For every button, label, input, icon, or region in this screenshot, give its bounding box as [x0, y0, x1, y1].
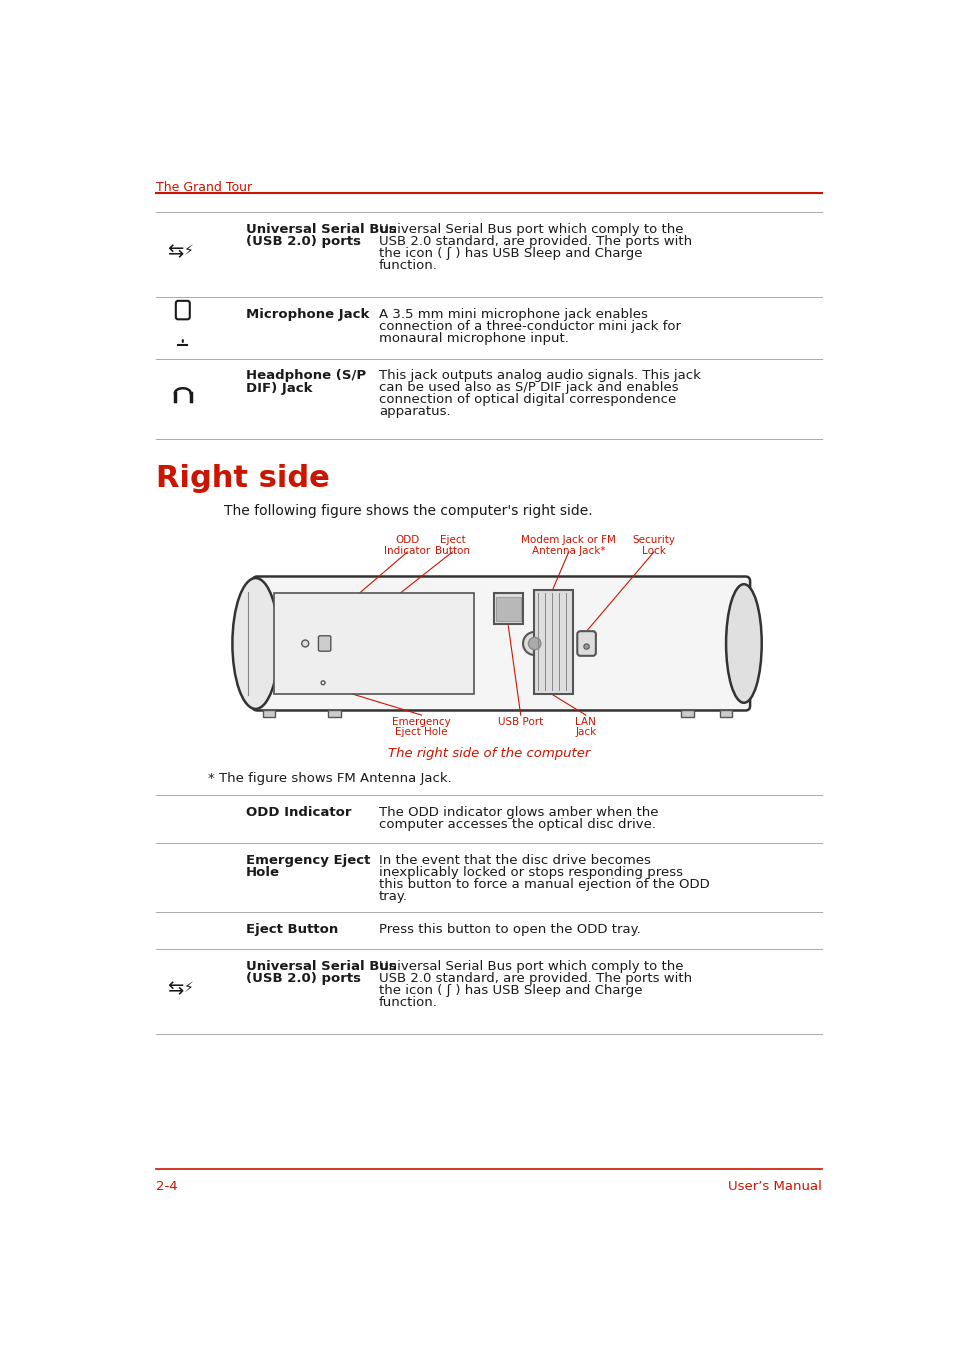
Text: DIF) Jack: DIF) Jack: [245, 381, 312, 395]
Text: this button to force a manual ejection of the ODD: this button to force a manual ejection o…: [378, 877, 709, 891]
Text: inexplicably locked or stops responding press: inexplicably locked or stops responding …: [378, 865, 682, 879]
Bar: [328, 711, 340, 717]
Text: computer accesses the optical disc drive.: computer accesses the optical disc drive…: [378, 818, 656, 831]
Text: 2-4: 2-4: [155, 1180, 177, 1194]
Text: In the event that the disc drive becomes: In the event that the disc drive becomes: [378, 853, 650, 867]
Bar: [274, 594, 474, 694]
Text: connection of optical digital correspondence: connection of optical digital correspond…: [378, 393, 676, 406]
Text: A 3.5 mm mini microphone jack enables: A 3.5 mm mini microphone jack enables: [378, 308, 647, 320]
Text: ⇆: ⇆: [167, 242, 183, 261]
Text: Modem Jack or FM: Modem Jack or FM: [520, 535, 616, 545]
Text: Universal Serial Bus: Universal Serial Bus: [245, 223, 395, 237]
Text: * The figure shows FM Antenna Jack.: * The figure shows FM Antenna Jack.: [208, 772, 452, 786]
Text: Headphone (S/P: Headphone (S/P: [245, 369, 365, 383]
Text: Eject: Eject: [439, 535, 465, 545]
Text: Universal Serial Bus port which comply to the: Universal Serial Bus port which comply t…: [378, 960, 682, 973]
Ellipse shape: [583, 644, 589, 649]
Text: Security: Security: [632, 535, 675, 545]
FancyBboxPatch shape: [175, 301, 190, 319]
Text: ⚡: ⚡: [184, 245, 193, 258]
Ellipse shape: [301, 639, 309, 648]
Text: Lock: Lock: [641, 546, 665, 556]
Text: The right side of the computer: The right side of the computer: [387, 748, 590, 760]
Text: The following figure shows the computer's right side.: The following figure shows the computer'…: [224, 504, 592, 518]
Ellipse shape: [321, 681, 325, 684]
Text: LAN: LAN: [575, 717, 596, 726]
Text: The ODD indicator glows amber when the: The ODD indicator glows amber when the: [378, 806, 658, 819]
Text: User’s Manual: User’s Manual: [727, 1180, 821, 1194]
Text: (USB 2.0) ports: (USB 2.0) ports: [245, 235, 360, 249]
Text: monaural microphone input.: monaural microphone input.: [378, 331, 568, 345]
FancyBboxPatch shape: [253, 576, 749, 711]
Text: ODD Indicator: ODD Indicator: [245, 806, 351, 819]
Bar: [262, 711, 274, 717]
Text: apparatus.: apparatus.: [378, 406, 450, 418]
Text: Antenna Jack*: Antenna Jack*: [532, 546, 605, 556]
Bar: [496, 596, 520, 621]
Text: Indicator: Indicator: [384, 546, 430, 556]
Text: Press this button to open the ODD tray.: Press this button to open the ODD tray.: [378, 923, 640, 936]
Text: USB Port: USB Port: [497, 717, 543, 726]
Text: USB 2.0 standard, are provided. The ports with: USB 2.0 standard, are provided. The port…: [378, 972, 691, 984]
Text: Microphone Jack: Microphone Jack: [245, 308, 369, 320]
Text: Eject Hole: Eject Hole: [395, 726, 447, 737]
Text: can be used also as S/P DIF jack and enables: can be used also as S/P DIF jack and ena…: [378, 381, 678, 395]
Text: Jack: Jack: [575, 726, 596, 737]
Text: ⚡: ⚡: [184, 982, 193, 995]
Text: (USB 2.0) ports: (USB 2.0) ports: [245, 972, 360, 986]
Text: Emergency: Emergency: [392, 717, 451, 726]
Text: tray.: tray.: [378, 890, 408, 903]
FancyBboxPatch shape: [577, 631, 596, 656]
Text: the icon ( ʃ ) has USB Sleep and Charge: the icon ( ʃ ) has USB Sleep and Charge: [378, 247, 641, 260]
Text: function.: function.: [378, 996, 437, 1009]
Text: ⇆: ⇆: [167, 979, 183, 998]
Text: USB 2.0 standard, are provided. The ports with: USB 2.0 standard, are provided. The port…: [378, 235, 691, 247]
Bar: [493, 594, 522, 625]
Text: The Grand Tour: The Grand Tour: [155, 181, 252, 195]
Bar: [534, 591, 572, 694]
Bar: [720, 711, 732, 717]
Text: the icon ( ʃ ) has USB Sleep and Charge: the icon ( ʃ ) has USB Sleep and Charge: [378, 984, 641, 996]
Text: Right side: Right side: [155, 464, 329, 493]
Bar: [680, 711, 693, 717]
Ellipse shape: [233, 579, 278, 708]
Text: connection of a three-conductor mini jack for: connection of a three-conductor mini jac…: [378, 319, 680, 333]
Text: ODD: ODD: [395, 535, 419, 545]
Text: Universal Serial Bus port which comply to the: Universal Serial Bus port which comply t…: [378, 223, 682, 237]
Text: Hole: Hole: [245, 867, 279, 879]
Ellipse shape: [528, 637, 540, 650]
FancyBboxPatch shape: [318, 635, 331, 652]
Text: This jack outputs analog audio signals. This jack: This jack outputs analog audio signals. …: [378, 369, 700, 383]
Text: function.: function.: [378, 258, 437, 272]
Ellipse shape: [725, 584, 760, 703]
Text: Eject Button: Eject Button: [245, 923, 337, 936]
Ellipse shape: [522, 631, 546, 654]
Text: Button: Button: [435, 546, 470, 556]
Text: Universal Serial Bus: Universal Serial Bus: [245, 960, 395, 973]
Text: Emergency Eject: Emergency Eject: [245, 853, 370, 867]
